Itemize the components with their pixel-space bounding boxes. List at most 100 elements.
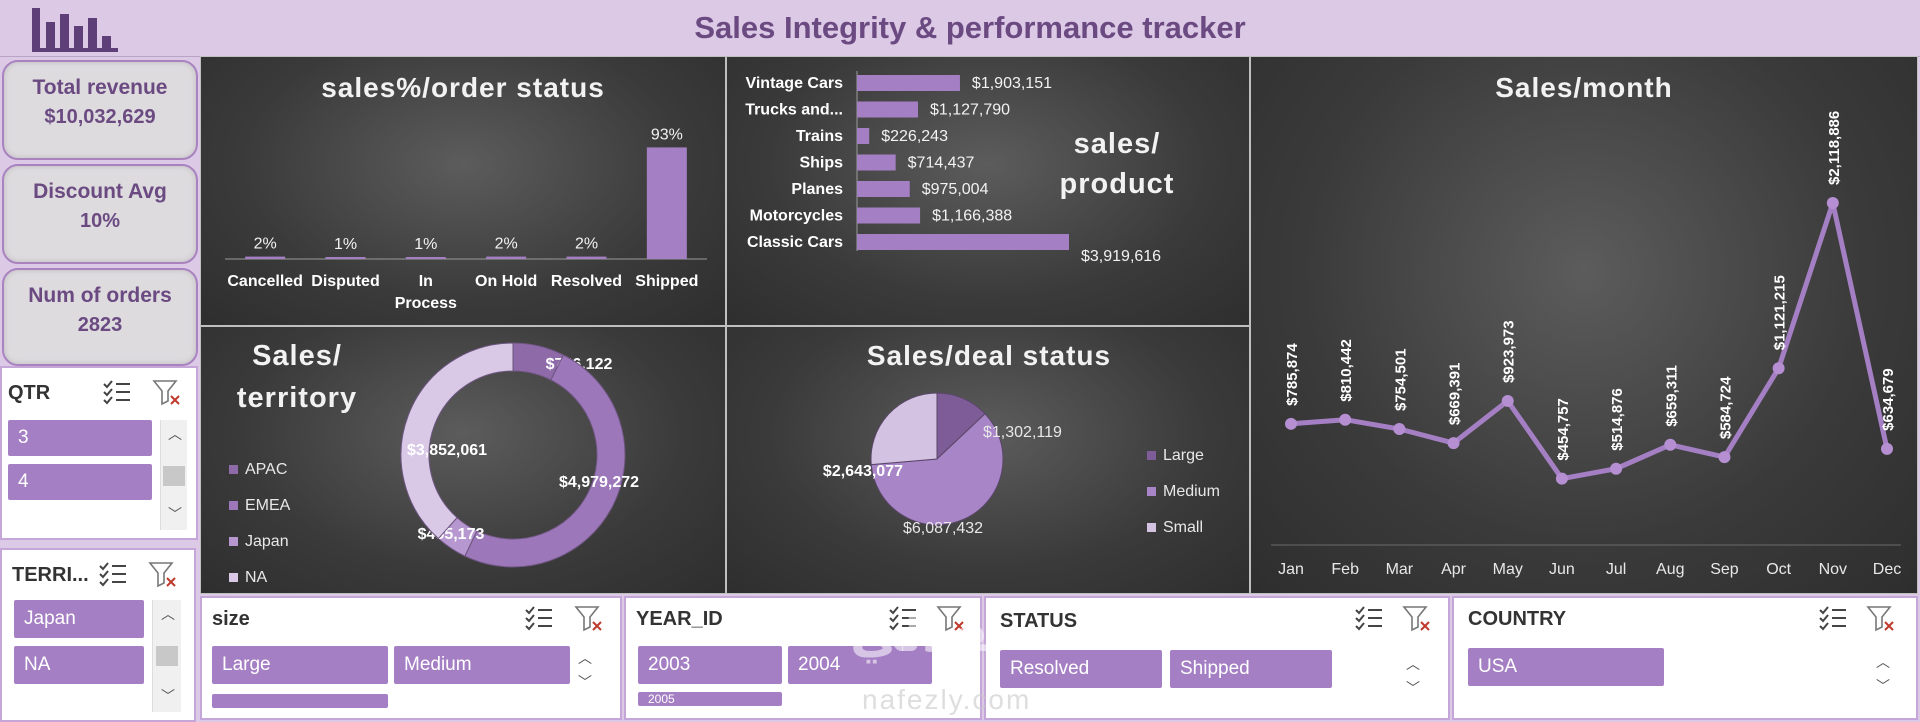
tick-label: Shipped — [635, 273, 698, 290]
scroll-up-icon[interactable]: ︿ — [578, 650, 592, 666]
data-point — [1881, 442, 1893, 455]
bar — [857, 101, 918, 118]
slicer-title: TERRI... — [12, 564, 89, 586]
data-label: $584,724 — [1717, 376, 1734, 439]
slicer-country: COUNTRY USA ︿ ﹀ — [1452, 596, 1918, 720]
scrollbar[interactable]: ︿ ﹀ — [152, 600, 181, 712]
data-point — [1501, 394, 1514, 407]
order-status-chart: sales%/order status 2% Cancelled 1% Disputed… — [225, 72, 707, 312]
scroll-thumb[interactable] — [156, 646, 178, 666]
slicer-item-japan[interactable]: Japan — [14, 600, 144, 638]
clear-filter-icon[interactable] — [148, 560, 178, 588]
sales-territory-chart: Sales/territoryAPACEMEAJapanNA$746,122$4… — [229, 340, 639, 586]
clear-filter-icon[interactable] — [1402, 604, 1432, 632]
legend-swatch — [229, 465, 238, 474]
data-label: 93% — [651, 126, 683, 143]
scroll-down-icon[interactable]: ﹀ — [161, 688, 175, 704]
bar — [325, 257, 366, 259]
slicer-item-4[interactable]: 4 — [8, 464, 152, 500]
clear-filter-icon[interactable] — [152, 378, 182, 406]
page-title: Sales Integrity & performance tracker — [694, 10, 1246, 45]
slicer-item-usa[interactable]: USA — [1468, 648, 1664, 686]
legend-swatch — [229, 537, 238, 546]
data-label: $2,643,077 — [823, 463, 903, 480]
data-label: $455,173 — [418, 526, 485, 543]
scroll-down-icon[interactable]: ﹀ — [1406, 680, 1420, 696]
sales-product-chart: Vintage Cars $1,903,151 Trucks and... $1,12… — [745, 71, 1173, 265]
scroll-down-icon[interactable]: ﹀ — [168, 506, 182, 522]
data-label: 2% — [495, 236, 518, 253]
tick-label: Ships — [799, 155, 843, 172]
multi-select-icon[interactable] — [888, 604, 918, 632]
chart-title: Sales/deal status — [867, 340, 1111, 371]
slicer-item-large[interactable]: Large — [212, 646, 388, 684]
multi-select-icon[interactable] — [102, 378, 132, 406]
data-label: $2,118,886 — [1826, 111, 1843, 185]
data-label: $1,127,790 — [930, 102, 1010, 119]
legend-label: NA — [245, 569, 268, 586]
slicer-item-3[interactable]: 3 — [8, 420, 152, 456]
bar — [566, 256, 607, 259]
slicer-title: size — [212, 608, 250, 630]
tick-label: Motorcycles — [750, 208, 843, 225]
data-point — [1393, 423, 1406, 436]
scroll-down-icon[interactable]: ﹀ — [578, 674, 592, 690]
data-point — [1610, 462, 1623, 475]
bar — [646, 147, 687, 259]
scroll-thumb[interactable] — [163, 466, 185, 486]
pie-slice — [870, 413, 1004, 526]
scroll-down-icon[interactable]: ﹀ — [1876, 678, 1890, 694]
series-line — [1290, 200, 1890, 482]
slicer-item-2004[interactable]: 2004 — [788, 646, 932, 684]
data-label: $3,919,616 — [1081, 248, 1161, 265]
scroll-up-icon[interactable]: ︿ — [168, 426, 182, 442]
pie-slice — [870, 392, 938, 466]
slicer-size: size Large Medium ︿ ﹀ — [200, 596, 622, 720]
multi-select-icon[interactable] — [1354, 604, 1384, 632]
data-point — [1772, 362, 1785, 375]
panel-sales-month: Sales/month $785,874 Jan $810,442 Feb $754,50… — [1250, 56, 1918, 594]
doughnut-slice — [464, 354, 626, 568]
clear-filter-icon[interactable] — [1866, 604, 1896, 632]
chart-title: Sales/month — [1495, 72, 1672, 103]
scroll-up-icon[interactable]: ︿ — [1406, 656, 1420, 672]
slicer-item-2005[interactable]: 2005 — [638, 692, 782, 706]
tick-label: Oct — [1766, 561, 1791, 578]
slicer-item-medium[interactable]: Medium — [394, 646, 570, 684]
panel-sales-territory: Sales/territoryAPACEMEAJapanNA$746,122$4… — [200, 326, 726, 594]
slicer-territory: TERRI... Japan NA ︿ ﹀ — [0, 548, 196, 722]
tick-label: Cancelled — [227, 273, 303, 290]
bar-chart-logo-icon — [32, 8, 118, 52]
multi-select-icon[interactable] — [98, 560, 128, 588]
tick-label: On Hold — [475, 273, 537, 290]
scrollbar[interactable]: ︿ ﹀ — [160, 420, 187, 530]
legend-swatch — [229, 573, 238, 582]
clear-filter-icon[interactable] — [574, 604, 604, 632]
legend-label: Small — [1163, 519, 1203, 536]
scroll-up-icon[interactable]: ︿ — [1876, 654, 1890, 670]
chart-title: Sales/ — [252, 340, 342, 372]
bar — [857, 154, 896, 171]
slicer-title: QTR — [8, 382, 51, 404]
scroll-up-icon[interactable]: ︿ — [161, 606, 175, 622]
slicer-item-na[interactable]: NA — [14, 646, 144, 684]
kpi-label: Discount Avg — [33, 180, 167, 203]
slicer-item-2003[interactable]: 2003 — [638, 646, 782, 684]
tick-label: Jan — [1278, 561, 1304, 578]
multi-select-icon[interactable] — [524, 604, 554, 632]
slicer-item-resolved[interactable]: Resolved — [1000, 650, 1162, 688]
tick-label: Aug — [1656, 561, 1684, 578]
slicer-item-shipped[interactable]: Shipped — [1170, 650, 1332, 688]
slicer-item-small[interactable] — [212, 694, 388, 708]
tick-label: Mar — [1386, 561, 1414, 578]
panel-order-status: sales%/order status 2% Cancelled 1% Disputed… — [200, 56, 726, 326]
legend-swatch — [229, 501, 238, 510]
tick-label: In — [419, 273, 433, 290]
data-point — [1664, 438, 1677, 451]
data-label: $1,302,119 — [983, 424, 1062, 441]
data-label: $634,679 — [1880, 368, 1897, 431]
multi-select-icon[interactable] — [1818, 604, 1848, 632]
bar — [486, 256, 527, 259]
clear-filter-icon[interactable] — [936, 604, 966, 632]
kpi-num-orders: Num of orders 2823 — [2, 268, 198, 366]
